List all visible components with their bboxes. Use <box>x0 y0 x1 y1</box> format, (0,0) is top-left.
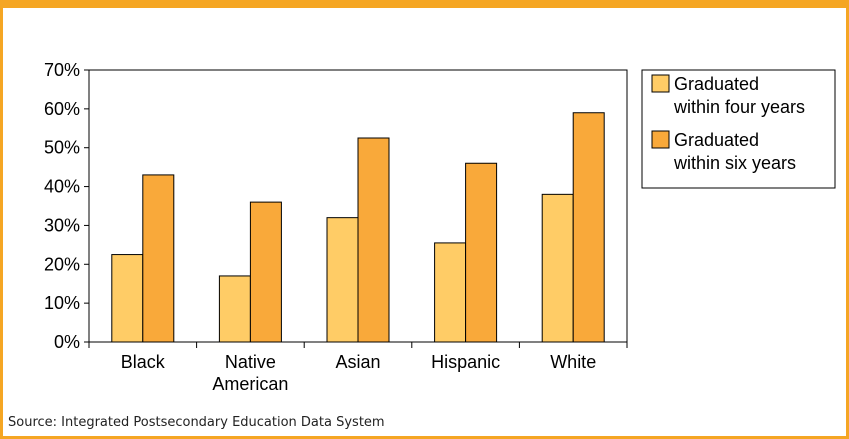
y-tick-label: 50% <box>44 138 80 158</box>
x-category-label: White <box>550 352 596 372</box>
legend-box <box>641 69 836 189</box>
bar-six-years <box>465 162 498 343</box>
legend-swatch <box>651 74 670 93</box>
y-tick-label: 20% <box>44 254 80 274</box>
bar-six-years <box>249 201 282 343</box>
legend-label: Graduated within four years <box>673 74 805 117</box>
bar-four-years <box>218 275 251 343</box>
y-tick-label: 10% <box>44 293 80 313</box>
bar-four-years <box>111 254 144 343</box>
x-category-label: Black <box>121 352 166 372</box>
bar-four-years <box>541 193 574 343</box>
legend: Graduated within four years Graduated withi… <box>641 69 836 189</box>
source-note: Source: Integrated Postsecondary Educati… <box>8 415 385 430</box>
y-tick-label: 60% <box>44 99 80 119</box>
y-tick-label: 0% <box>54 332 80 352</box>
x-category-label: Asian <box>335 352 380 372</box>
bar-six-years <box>142 174 175 343</box>
y-axis: 0% 10% 20% 30% 40% 50% 60% 70% <box>44 60 89 352</box>
bar-four-years <box>326 217 359 343</box>
y-tick-label: 30% <box>44 215 80 235</box>
bar-six-years <box>572 112 605 343</box>
bar-four-years <box>434 242 467 343</box>
legend-swatch <box>651 130 670 149</box>
x-category-label: Native American <box>212 352 288 394</box>
x-axis: Black Native American Asian Hispanic White <box>88 342 628 394</box>
bars <box>111 112 605 343</box>
legend-label: Graduated within six years <box>673 130 796 173</box>
x-category-label: Hispanic <box>431 352 500 372</box>
bar-six-years <box>357 137 390 343</box>
y-tick-label: 40% <box>44 177 80 197</box>
y-tick-label: 70% <box>44 60 80 80</box>
